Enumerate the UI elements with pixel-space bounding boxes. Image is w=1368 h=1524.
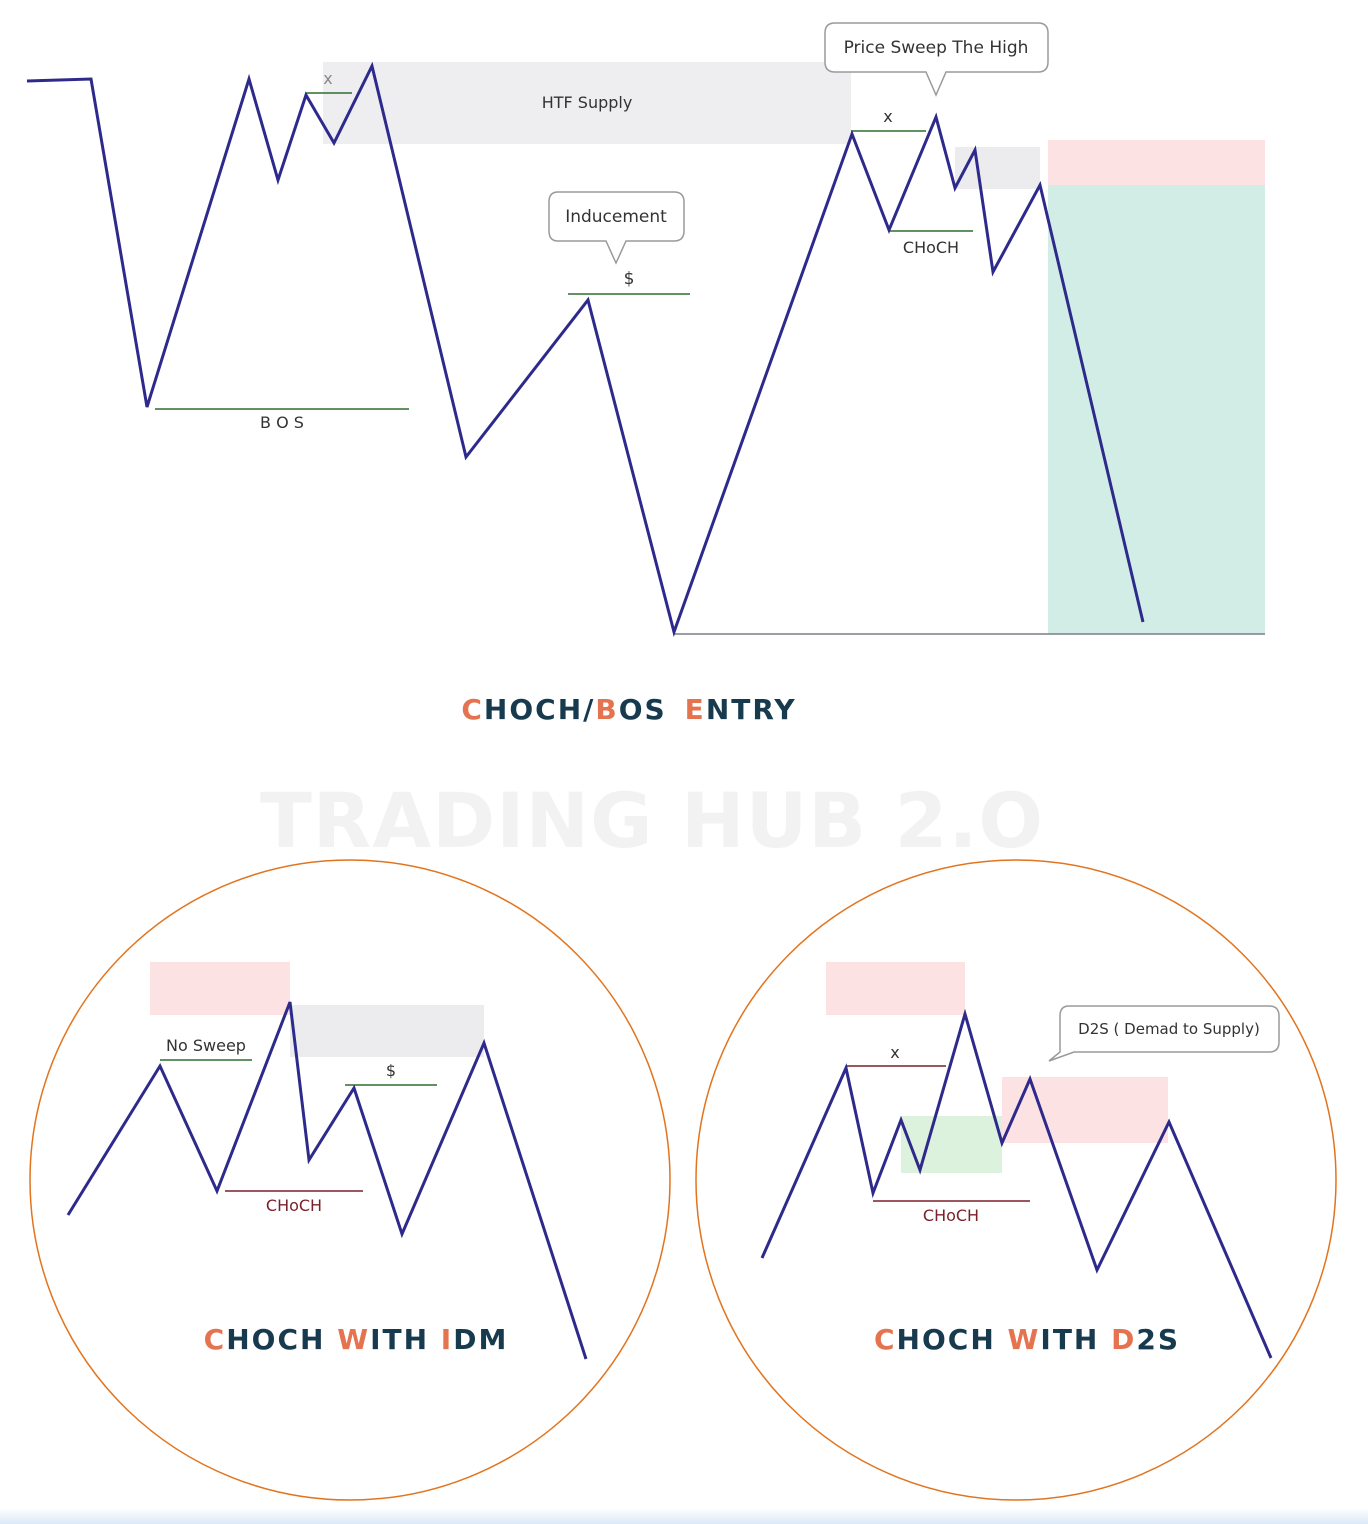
target-zone — [1048, 185, 1265, 634]
d2s-label: D2S ( Demad to Supply) — [1078, 1020, 1260, 1038]
main-title-part-4: OS — [618, 693, 667, 726]
right-supply-zone — [1002, 1077, 1168, 1143]
right-stop-zone — [826, 962, 965, 1015]
right-title-part-3: W — [1007, 1323, 1041, 1356]
htf-supply-label: HTF Supply — [542, 93, 633, 112]
left-dollar-label: $ — [386, 1061, 396, 1080]
htf-supply-zone — [323, 62, 851, 144]
right-title-part-5: D — [1111, 1323, 1137, 1356]
left-title-part-3: W — [337, 1323, 371, 1356]
bottom-fade — [0, 1508, 1368, 1524]
left-panel-circle — [29, 859, 671, 1501]
left-title-part-4: ITH — [370, 1323, 441, 1356]
right-price-path — [760, 1008, 1273, 1359]
bos-label: B O S — [260, 413, 304, 432]
inducement-callout — [548, 191, 685, 265]
left-panel-title: CHOCH WITH IDM — [126, 1323, 586, 1356]
main-title-part-5: E — [684, 693, 706, 726]
left-panel: No Sweep $ CHoCH — [29, 859, 671, 1501]
right-title-part-1: C — [873, 1323, 897, 1356]
main-title-part-1: C — [461, 693, 484, 726]
left-supply-zone — [290, 1005, 484, 1057]
price-sweep-callout — [824, 22, 1049, 97]
left-x-label: x — [323, 69, 332, 88]
choch-label: CHoCH — [903, 238, 959, 257]
right-panel-title: CHOCH WITH D2S — [797, 1323, 1257, 1356]
left-title-part-2: HOCH — [226, 1323, 338, 1356]
left-title-part-5: I — [440, 1323, 454, 1356]
main-title: CHOCH/BOS ENTRY — [0, 693, 1258, 726]
main-diagram: HTF Supply Price Sweep The High Induceme… — [26, 22, 1265, 638]
right-panel-circle — [695, 859, 1337, 1501]
price-sweep-label: Price Sweep The High — [844, 38, 1029, 58]
ltf-supply-zone — [955, 147, 1040, 189]
main-title-part-3: B — [595, 693, 619, 726]
right-x-label: x — [890, 1043, 899, 1062]
left-title-part-1: C — [203, 1323, 227, 1356]
left-title-part-6: DM — [453, 1323, 509, 1356]
left-stop-zone — [150, 962, 290, 1015]
right-title-part-4: ITH — [1040, 1323, 1112, 1356]
right-title-part-6: 2S — [1136, 1323, 1181, 1356]
right-title-part-2: HOCH — [896, 1323, 1008, 1356]
left-choch-label: CHoCH — [266, 1196, 322, 1215]
inducement-dollar-label: $ — [624, 269, 635, 289]
main-title-part-6: NTRY — [705, 693, 797, 726]
stop-loss-zone — [1048, 140, 1265, 185]
price-path — [26, 61, 1145, 638]
left-price-path — [66, 1001, 588, 1360]
right-x-label: x — [883, 107, 892, 126]
inducement-label: Inducement — [565, 207, 667, 227]
right-choch-label: CHoCH — [923, 1206, 979, 1225]
right-demand-zone — [901, 1116, 1002, 1173]
no-sweep-label: No Sweep — [166, 1036, 246, 1055]
main-title-part-2: HOCH/ — [483, 693, 596, 726]
right-panel: D2S ( Demad to Supply) x CHoCH — [695, 859, 1337, 1501]
watermark-text: TRADING HUB 2.O — [259, 776, 1045, 865]
d2s-callout — [1048, 1005, 1280, 1062]
